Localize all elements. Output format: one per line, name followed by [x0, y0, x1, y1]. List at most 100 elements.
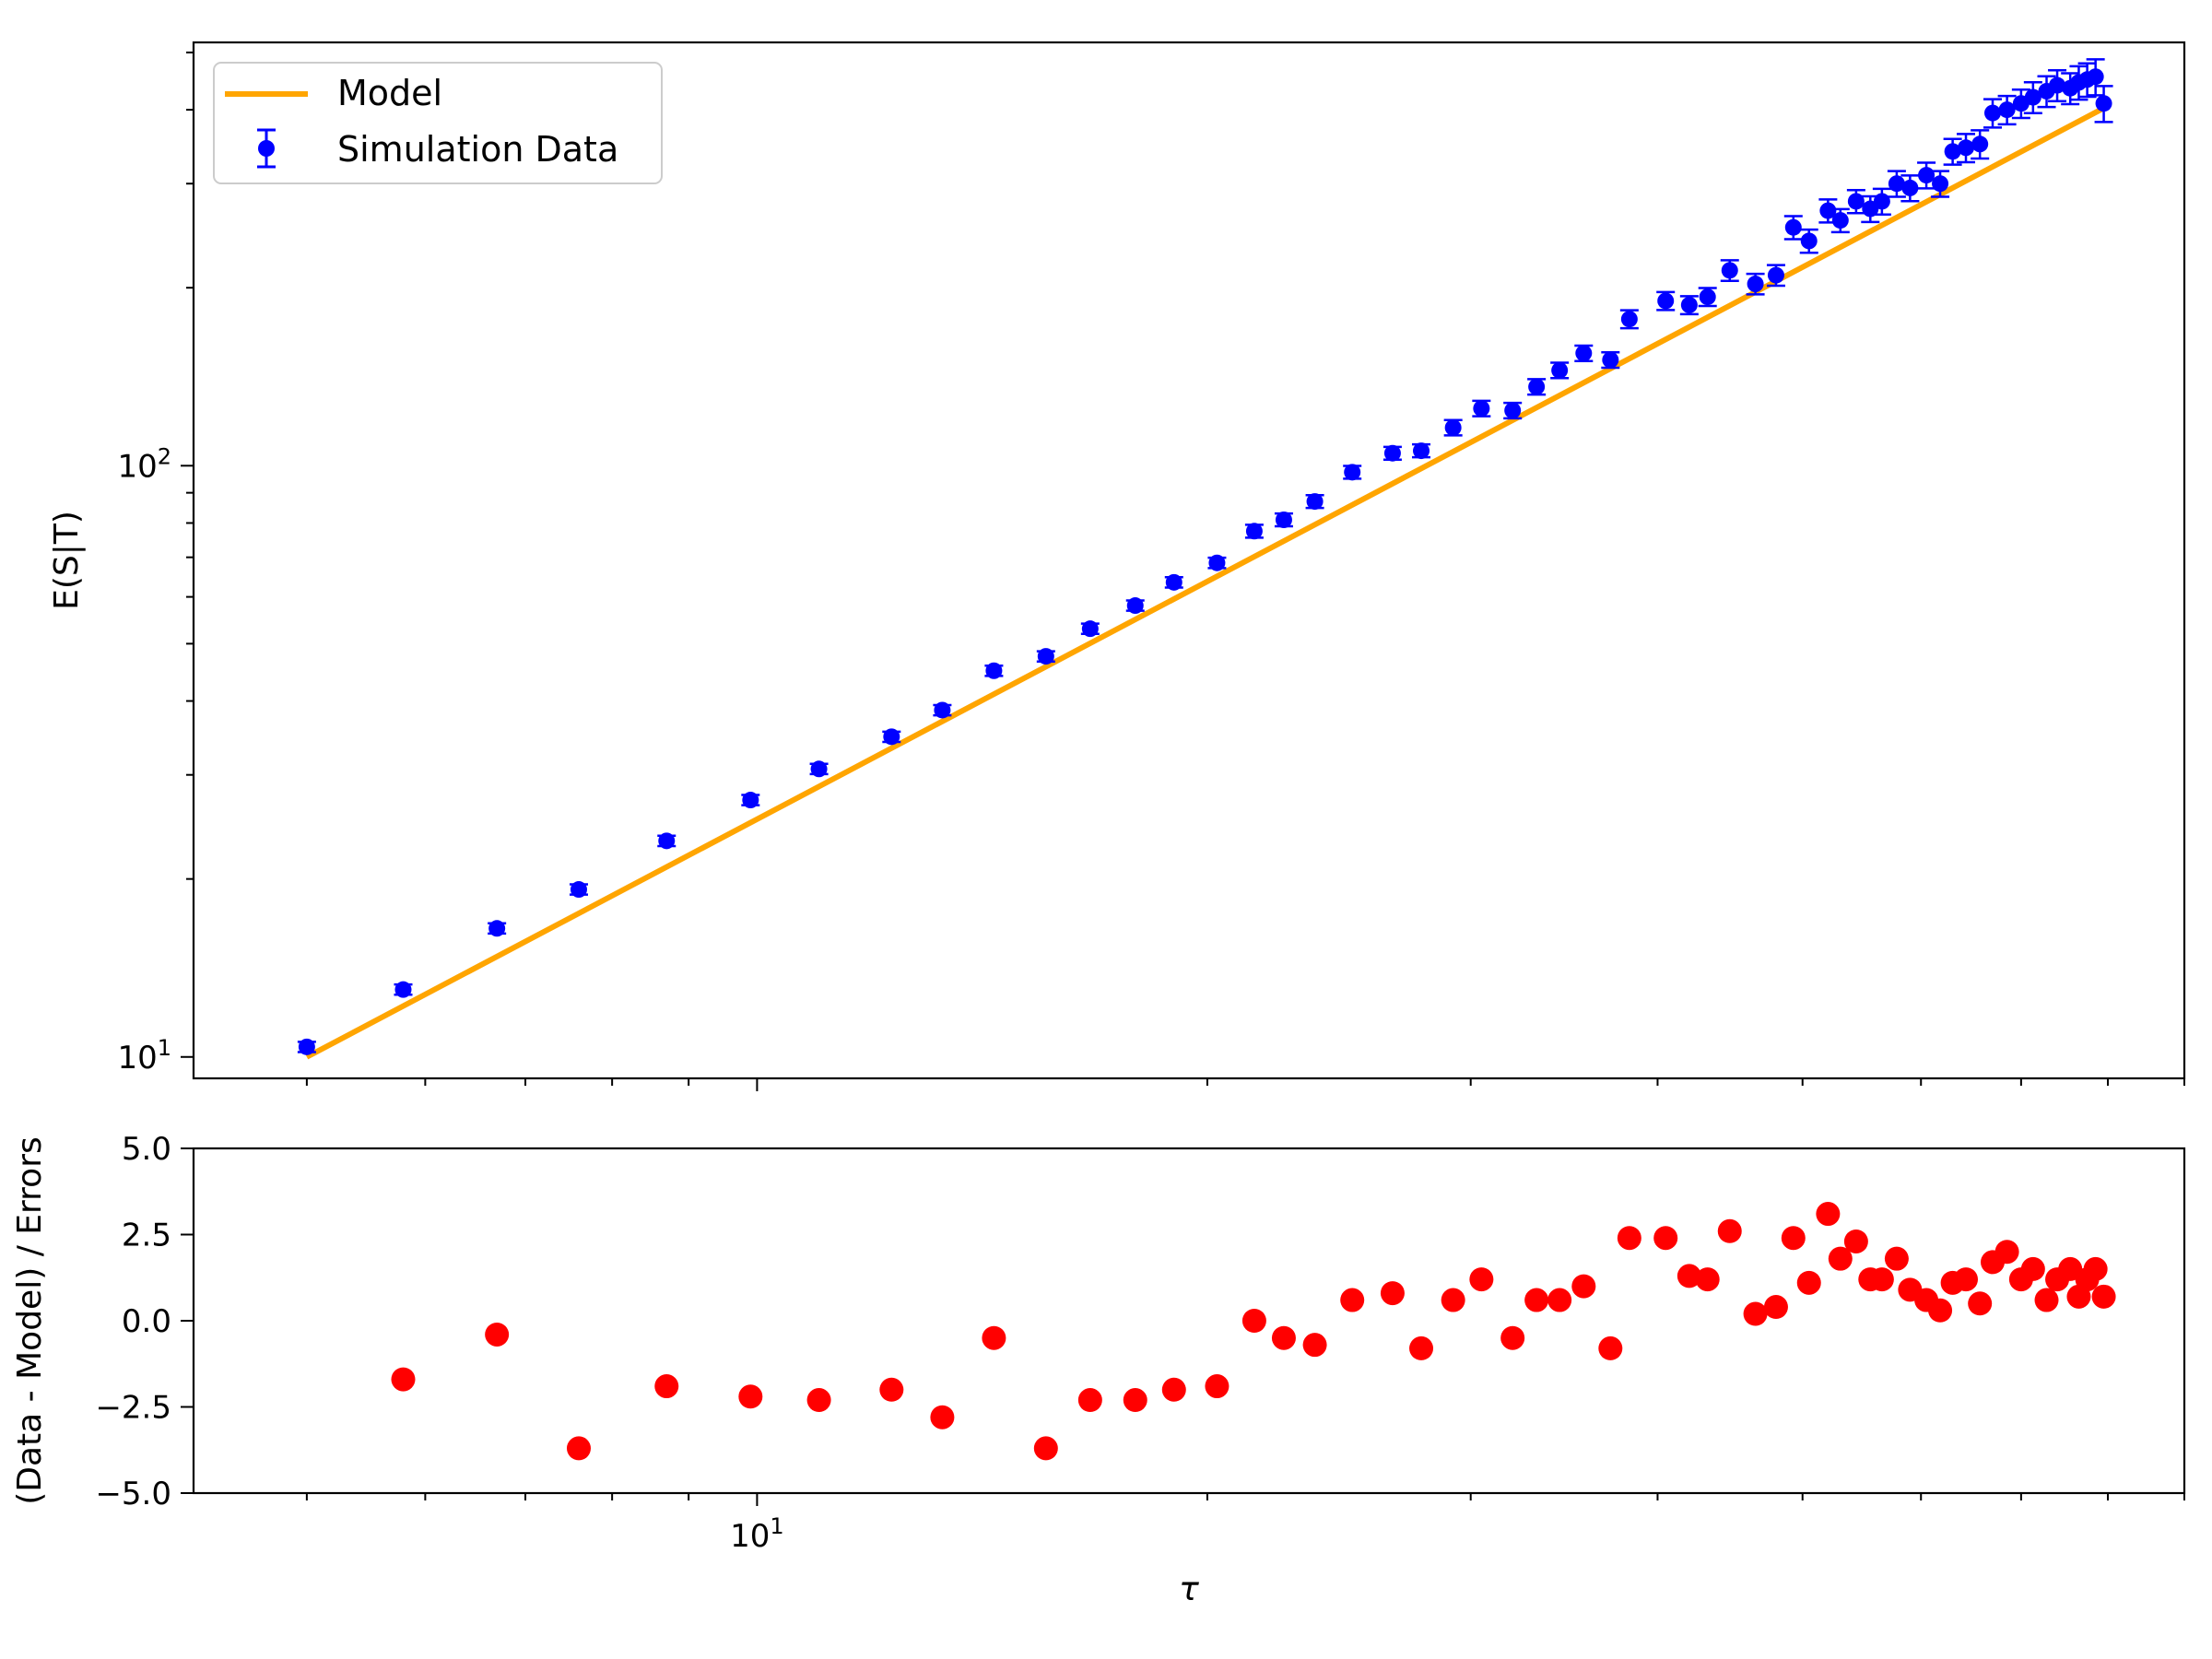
data-point	[488, 920, 507, 937]
data-point	[1679, 295, 1699, 316]
data-point	[1943, 137, 1962, 166]
bottom-y-tick-label: 0.0	[122, 1303, 171, 1340]
data-point	[1887, 170, 1906, 198]
data-point	[1125, 597, 1145, 615]
residual-point	[982, 1325, 1006, 1350]
bottom-axis-ticks: 101 5.0 2.5 0.0 −2.5 −5.0	[95, 1131, 2185, 1555]
data-point	[1601, 351, 1620, 370]
data-marker	[488, 920, 506, 937]
residual-point	[879, 1377, 904, 1402]
data-marker	[1888, 175, 1905, 193]
data-marker	[1620, 311, 1638, 328]
data-point	[809, 760, 829, 778]
data-point	[882, 728, 901, 746]
data-marker	[1344, 464, 1361, 481]
data-marker	[1971, 135, 1989, 153]
residual-point	[1653, 1226, 1678, 1251]
residual-point	[1524, 1288, 1549, 1312]
residual-point	[1500, 1325, 1525, 1350]
legend-model-label: Model	[337, 73, 442, 113]
data-marker	[1575, 345, 1593, 362]
residual-point	[806, 1388, 831, 1413]
residual-point	[1469, 1267, 1494, 1292]
data-point	[1343, 464, 1362, 481]
residual-point	[1884, 1246, 1909, 1271]
data-marker	[1767, 266, 1784, 284]
top-y-tick-label: 102	[117, 443, 171, 485]
data-point	[984, 662, 1004, 679]
data-marker	[2095, 95, 2112, 112]
data-marker	[1657, 292, 1675, 310]
residual-point	[1380, 1281, 1405, 1306]
data-marker	[298, 1038, 315, 1055]
data-point	[1574, 344, 1594, 362]
data-marker	[934, 701, 951, 719]
data-marker	[1819, 202, 1837, 219]
residual-point	[1571, 1274, 1596, 1299]
data-marker	[1901, 179, 1919, 196]
data-point	[1971, 129, 1990, 160]
data-point	[741, 792, 760, 809]
data-point	[1917, 161, 1936, 190]
data-point	[2094, 85, 2113, 124]
residual-point	[391, 1367, 416, 1392]
residual-point	[1763, 1295, 1788, 1320]
residual-point	[1828, 1246, 1853, 1271]
data-point	[1799, 228, 1818, 254]
data-marker	[742, 792, 759, 809]
data-marker	[394, 981, 412, 998]
data-marker	[883, 728, 900, 746]
residual-point	[1843, 1229, 1868, 1253]
data-point	[1698, 287, 1717, 308]
data-point	[1244, 523, 1264, 540]
data-point	[1830, 207, 1850, 234]
residual-point	[1816, 1202, 1841, 1227]
data-marker	[570, 881, 587, 899]
data-marker	[1831, 212, 1849, 229]
data-point	[1900, 174, 1920, 203]
residual-point	[1271, 1325, 1296, 1350]
data-marker	[1747, 276, 1764, 293]
data-point	[1164, 573, 1183, 591]
residual-point	[738, 1384, 763, 1409]
data-point	[1412, 442, 1431, 460]
data-point	[1997, 94, 2017, 126]
data-point	[1036, 648, 1055, 665]
data-point	[933, 701, 952, 719]
data-marker	[1680, 296, 1698, 313]
data-marker	[658, 832, 676, 850]
data-marker	[1528, 378, 1546, 395]
data-marker	[1800, 232, 1818, 250]
top-y-axis-label: E(S|T)	[48, 511, 86, 610]
data-marker	[1037, 648, 1054, 665]
data-point	[1846, 188, 1865, 215]
data-point	[1443, 418, 1463, 437]
residual-point	[1743, 1301, 1768, 1326]
data-point	[1766, 264, 1785, 288]
data-marker	[1306, 493, 1324, 511]
data-point	[1550, 361, 1570, 380]
data-marker	[2087, 68, 2104, 86]
data-marker	[1699, 288, 1716, 306]
bottom-x-tick-label-base: 10	[730, 1518, 770, 1555]
data-point	[1305, 493, 1324, 511]
x-axis-label: τ	[1179, 1571, 1199, 1608]
top-y-tick-label-base: 10	[117, 448, 157, 485]
residual-point	[1677, 1264, 1701, 1288]
legend-data-label: Simulation Data	[337, 129, 618, 170]
data-marker	[1958, 139, 1975, 157]
data-marker	[1847, 193, 1865, 210]
data-point	[394, 981, 413, 998]
data-point	[1983, 98, 2003, 129]
data-point	[1872, 187, 1891, 216]
residual-point	[1205, 1374, 1230, 1399]
data-point	[657, 832, 677, 850]
residual-point	[2083, 1256, 2108, 1281]
residual-point	[1547, 1288, 1572, 1312]
data-marker	[1383, 444, 1401, 462]
residual-point	[1123, 1388, 1147, 1413]
data-point	[1783, 215, 1803, 241]
residual-point	[930, 1405, 955, 1430]
residual-point	[2020, 1256, 2045, 1281]
data-marker	[1504, 402, 1522, 419]
